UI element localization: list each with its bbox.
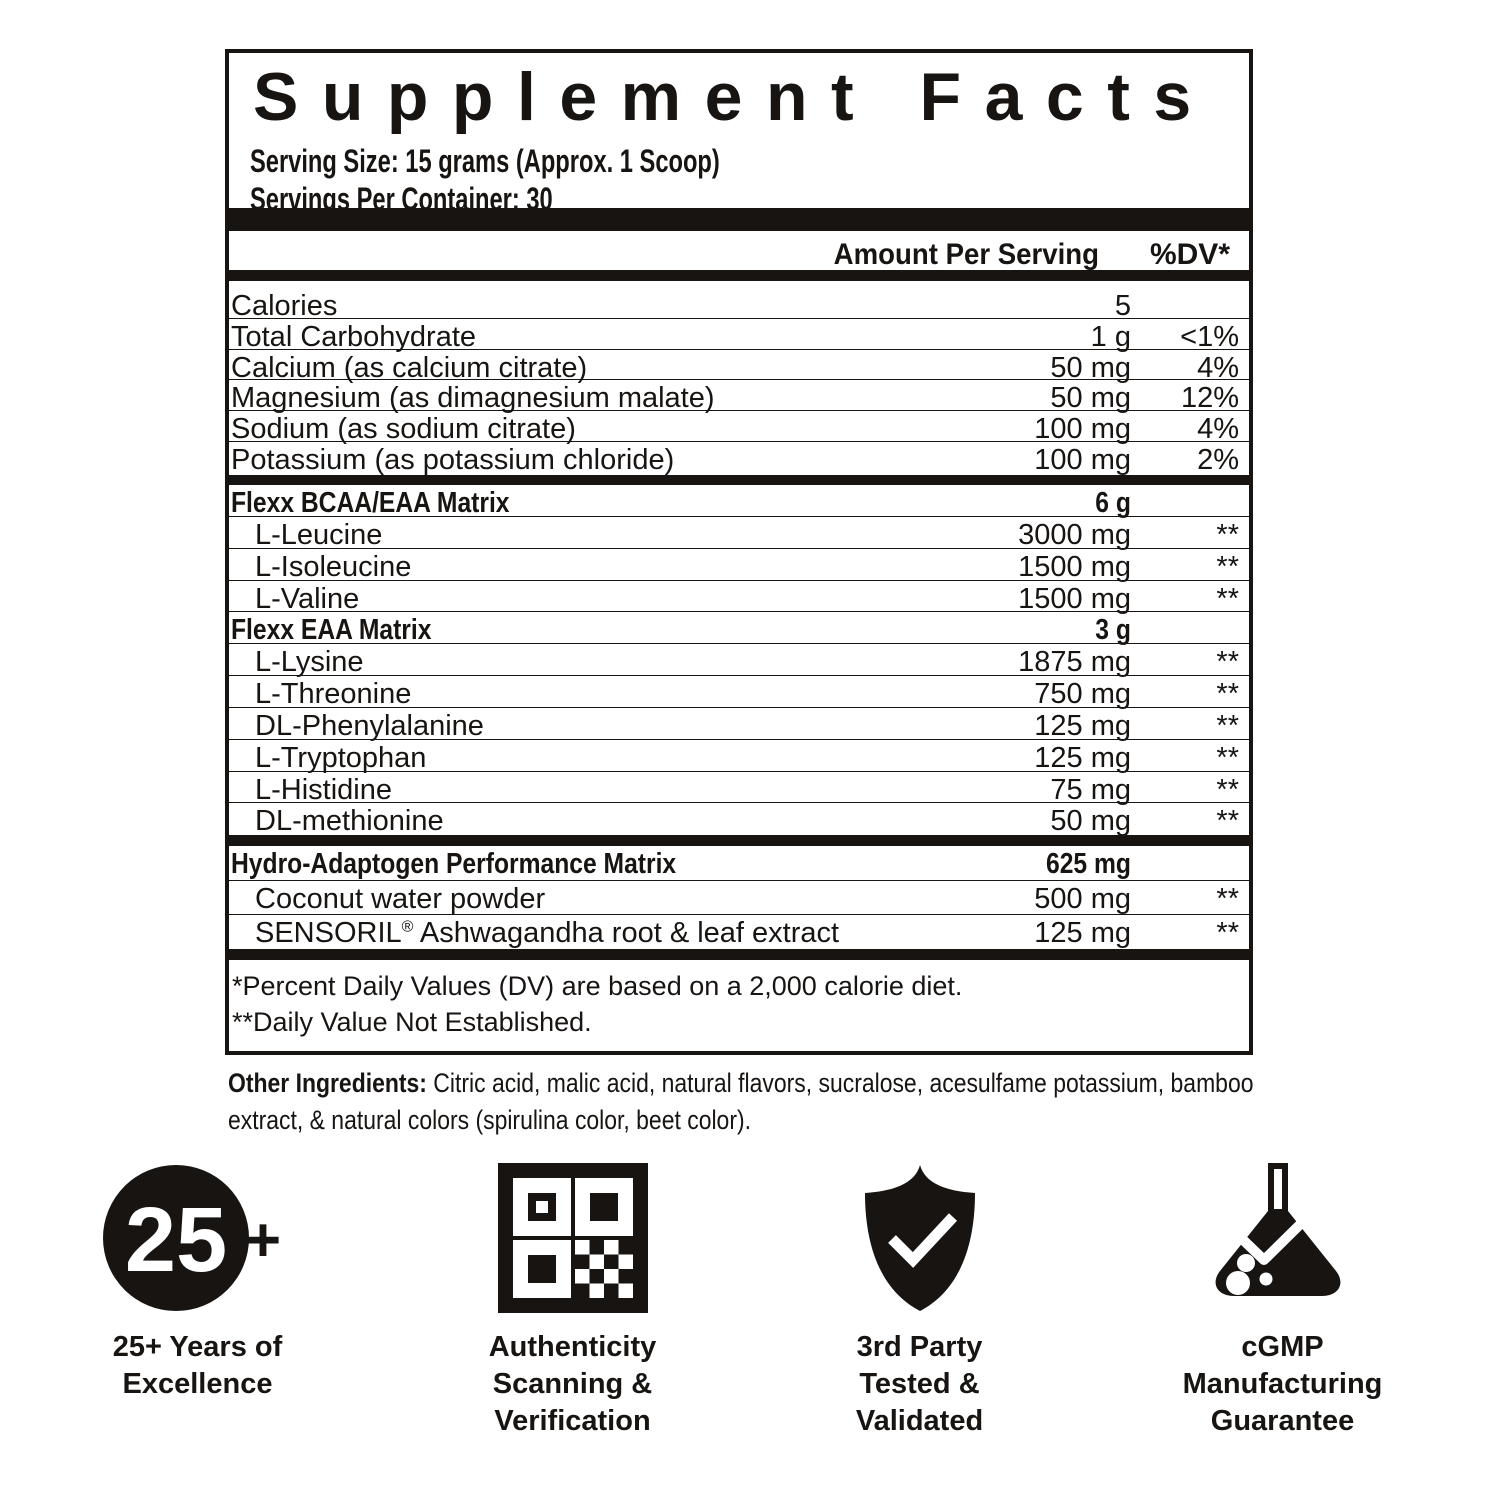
svg-text:+: + bbox=[244, 1206, 280, 1275]
svg-text:25: 25 bbox=[124, 1189, 226, 1291]
